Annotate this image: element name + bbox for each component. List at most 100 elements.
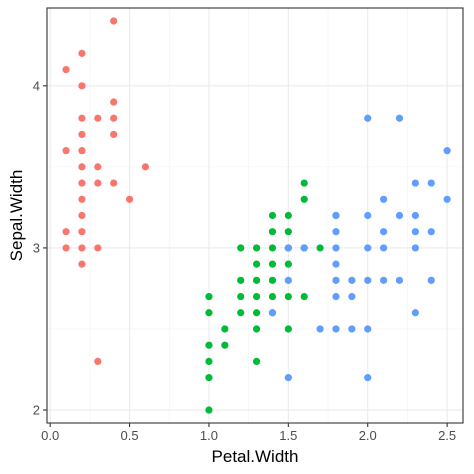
- data-point: [332, 260, 340, 268]
- data-point: [62, 147, 70, 155]
- data-point: [427, 179, 435, 187]
- data-point: [205, 406, 213, 414]
- data-point: [78, 260, 86, 268]
- data-point: [364, 325, 372, 333]
- x-tick-label: 0.0: [41, 428, 59, 443]
- data-point: [221, 325, 229, 333]
- data-point: [252, 292, 261, 301]
- data-point: [94, 357, 102, 365]
- data-point: [284, 260, 292, 268]
- data-point: [300, 179, 308, 187]
- data-point: [268, 260, 277, 268]
- data-point: [380, 228, 388, 236]
- data-point: [284, 374, 292, 382]
- data-point: [78, 147, 86, 155]
- x-tick-label: 2.0: [359, 428, 377, 443]
- data-point: [284, 276, 292, 284]
- data-point: [284, 244, 292, 252]
- data-point: [395, 114, 404, 122]
- data-point: [427, 228, 435, 236]
- data-point: [62, 66, 70, 74]
- data-point: [380, 276, 388, 284]
- data-point: [78, 82, 86, 90]
- data-point: [78, 163, 86, 171]
- data-point: [78, 130, 86, 139]
- data-point: [332, 228, 340, 236]
- data-point: [427, 276, 435, 284]
- data-point: [94, 163, 102, 171]
- x-tick-label: 1.5: [279, 428, 297, 443]
- data-point: [380, 195, 388, 203]
- data-point: [364, 276, 372, 284]
- data-point: [395, 211, 404, 220]
- data-point: [268, 244, 277, 252]
- x-tick-label: 1.0: [200, 428, 218, 443]
- x-axis: 0.0 0.5 1.0 1.5 2.0 2.5: [41, 423, 456, 443]
- data-point: [411, 309, 419, 317]
- data-point: [411, 244, 419, 252]
- data-point: [268, 211, 277, 220]
- data-point: [411, 211, 419, 220]
- data-point: [141, 163, 150, 171]
- data-point: [348, 276, 356, 284]
- data-point: [300, 244, 308, 252]
- data-point: [332, 325, 340, 333]
- data-point: [252, 276, 261, 284]
- data-point: [110, 130, 118, 139]
- y-tick-label: 3: [33, 240, 40, 255]
- data-point: [284, 228, 292, 236]
- data-point: [300, 292, 308, 301]
- data-point: [348, 292, 356, 301]
- data-point: [268, 228, 277, 236]
- data-point: [62, 228, 70, 236]
- data-point: [332, 292, 340, 301]
- data-point: [78, 228, 86, 236]
- data-point: [411, 228, 419, 236]
- data-point: [110, 17, 118, 25]
- data-point: [332, 244, 340, 252]
- data-point: [237, 276, 245, 284]
- data-point: [237, 309, 245, 317]
- data-point: [380, 244, 388, 252]
- data-point: [62, 244, 70, 252]
- data-point: [364, 374, 372, 382]
- data-point: [268, 309, 277, 317]
- data-point: [237, 292, 245, 301]
- data-points: [62, 17, 451, 414]
- data-point: [284, 211, 292, 220]
- y-axis-title: Sepal.Width: [7, 170, 26, 262]
- data-point: [300, 195, 308, 203]
- data-point: [252, 244, 261, 252]
- data-point: [443, 195, 451, 203]
- data-point: [205, 357, 213, 365]
- x-tick-label: 0.5: [121, 428, 139, 443]
- data-point: [252, 357, 261, 365]
- data-point: [364, 211, 372, 220]
- data-point: [78, 211, 86, 220]
- y-tick-label: 2: [33, 403, 40, 418]
- data-point: [252, 309, 261, 317]
- data-point: [348, 325, 356, 333]
- x-tick-label: 2.5: [438, 428, 456, 443]
- panel-border: [46, 7, 464, 424]
- data-point: [78, 195, 86, 203]
- data-point: [78, 49, 86, 57]
- data-point: [94, 179, 102, 187]
- data-point: [94, 244, 102, 252]
- x-axis-title: Petal.Width: [212, 447, 299, 466]
- data-point: [364, 114, 372, 122]
- data-point: [78, 179, 86, 187]
- data-point: [205, 374, 213, 382]
- y-axis: 2 3 4: [33, 78, 47, 418]
- data-point: [364, 244, 372, 252]
- data-point: [316, 325, 324, 333]
- data-point: [78, 114, 86, 122]
- data-point: [268, 292, 277, 301]
- data-point: [110, 114, 118, 122]
- data-point: [110, 98, 118, 106]
- data-point: [443, 147, 451, 155]
- data-point: [205, 341, 213, 349]
- data-point: [395, 276, 404, 284]
- data-point: [237, 244, 245, 252]
